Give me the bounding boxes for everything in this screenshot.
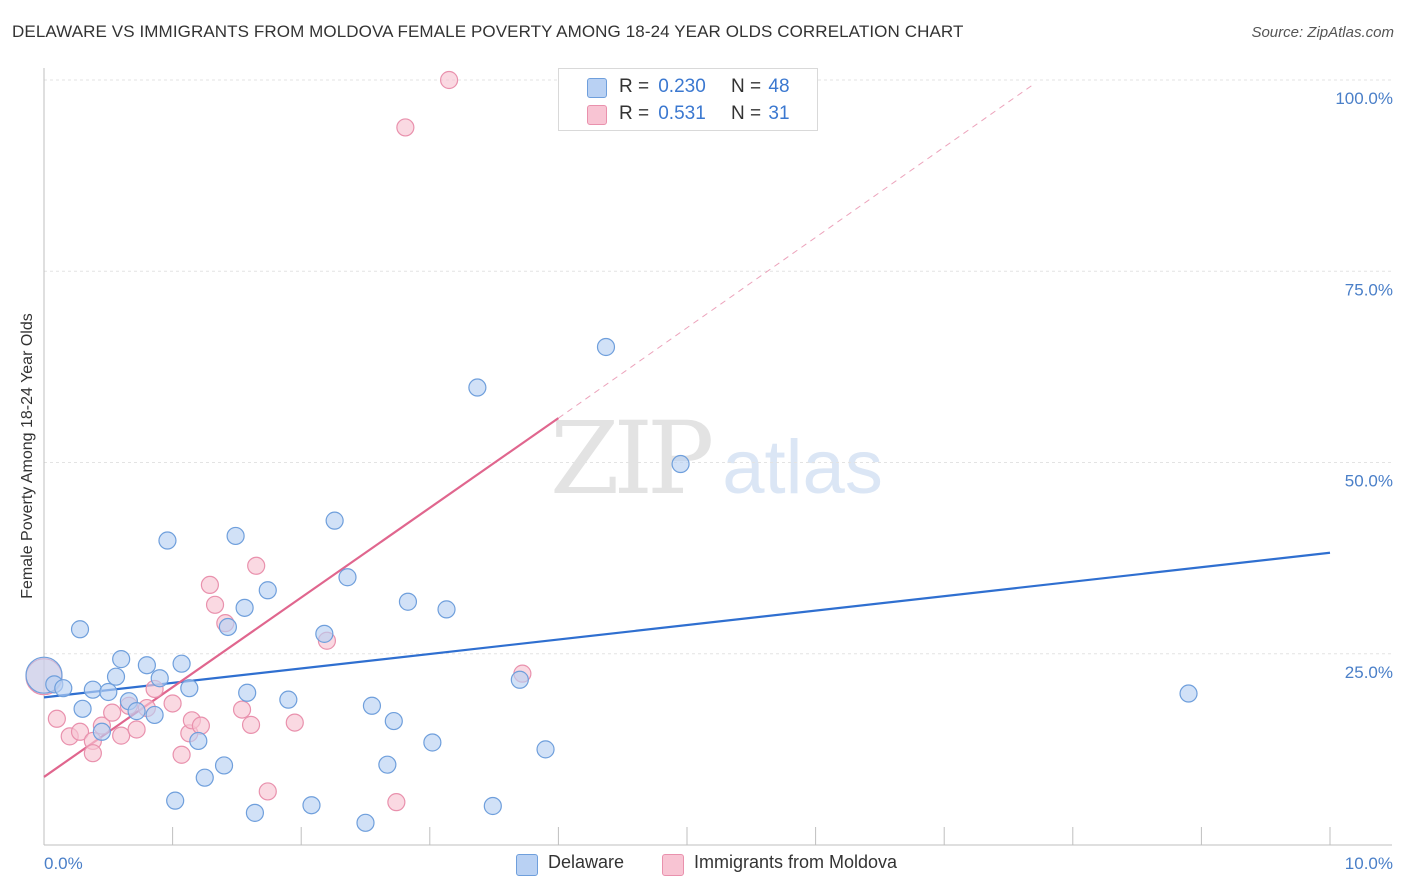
moldova-point	[241, 715, 261, 734]
delaware-point	[54, 679, 73, 698]
delaware-point	[172, 654, 191, 673]
delaware-point	[356, 813, 375, 832]
delaware-point	[258, 581, 277, 600]
delaware-point	[238, 683, 257, 702]
delaware-point	[325, 511, 344, 530]
delaware-point	[1179, 684, 1198, 703]
moldova-point	[439, 70, 459, 90]
delaware-point	[127, 702, 146, 721]
x-tick-label: 0.0%	[44, 854, 83, 873]
trend-line-moldova	[43, 417, 560, 778]
moldova-point	[70, 722, 90, 741]
trend-lines	[43, 83, 1331, 778]
delaware-point	[398, 592, 418, 611]
delaware-point	[671, 454, 690, 474]
moldova-point	[191, 716, 210, 735]
delaware-point	[362, 696, 382, 715]
delaware-point	[279, 690, 298, 709]
moldova-point	[103, 703, 122, 722]
delaware-point	[302, 796, 321, 815]
moldova-point	[172, 745, 191, 764]
moldova-point	[285, 713, 304, 732]
delaware-swatch	[587, 78, 607, 98]
delaware-point	[214, 756, 234, 775]
delaware-point	[596, 337, 616, 357]
series-legend: Delaware Immigrants from Moldova	[0, 852, 1406, 878]
moldova-point	[232, 700, 252, 719]
moldova-swatch	[587, 105, 607, 125]
trend-line-extrapolated	[558, 83, 1035, 419]
delaware-point	[99, 682, 118, 702]
watermark-atlas: atlas	[722, 425, 883, 510]
delaware-point	[384, 711, 403, 731]
delaware-point	[106, 667, 126, 686]
delaware-point	[510, 670, 529, 689]
delaware-swatch	[516, 854, 538, 876]
r-label: R =	[619, 103, 650, 124]
delaware-point	[235, 598, 254, 617]
moldova-point	[396, 118, 415, 137]
delaware-point	[315, 624, 334, 643]
n-label: N =	[731, 103, 762, 124]
chart-title: DELAWARE VS IMMIGRANTS FROM MOLDOVA FEMA…	[12, 22, 964, 41]
moldova-point	[247, 556, 266, 575]
delaware-point	[70, 620, 90, 639]
delaware-point	[245, 803, 265, 822]
delaware-point	[92, 722, 111, 741]
r-value: 0.531	[658, 103, 706, 124]
tick-labels: 25.0% 50.0% 75.0% 100.0% 0.0% 10.0%	[44, 89, 1393, 873]
r-value: 0.230	[658, 76, 706, 97]
trend-line-delaware	[43, 551, 1331, 699]
source-label: Source: ZipAtlas.com	[1251, 24, 1394, 41]
moldova-point	[47, 709, 66, 728]
delaware-point	[226, 526, 245, 546]
n-label: N =	[731, 76, 762, 97]
moldova-point	[205, 595, 225, 614]
delaware-point	[145, 705, 164, 725]
delaware-point	[180, 679, 199, 698]
y-tick-label: 50.0%	[1345, 472, 1393, 491]
moldova-swatch	[662, 854, 684, 876]
moldova-point	[83, 744, 102, 763]
y-tick-label: 100.0%	[1335, 89, 1393, 108]
delaware-point	[150, 669, 169, 688]
delaware-point	[338, 568, 357, 587]
delaware-point	[218, 617, 237, 637]
delaware-point	[195, 768, 214, 787]
delaware-point	[378, 755, 397, 774]
delaware-point	[137, 656, 156, 675]
delaware-point	[189, 731, 208, 751]
watermark: ZIP atlas	[550, 400, 883, 517]
x-tick-label: 10.0%	[1345, 854, 1393, 873]
delaware-point	[73, 699, 92, 718]
axes	[43, 68, 1392, 846]
moldova-point	[200, 575, 219, 595]
delaware-point	[468, 378, 487, 397]
n-value: 48	[768, 76, 790, 97]
delaware-point	[536, 740, 555, 759]
delaware-point	[83, 680, 102, 699]
moldova-point	[387, 793, 406, 812]
moldova-point	[127, 720, 146, 739]
moldova-point	[258, 782, 277, 801]
data-points	[25, 70, 1198, 832]
legend-label: Delaware	[548, 852, 625, 872]
delaware-point	[112, 650, 131, 669]
r-label: R =	[619, 76, 650, 97]
correlation-legend: R = 0.230 N = 48 R = 0.531 N = 31	[558, 68, 818, 131]
n-value: 31	[768, 103, 790, 124]
moldova-point	[112, 726, 131, 745]
delaware-point	[158, 531, 177, 550]
delaware-point	[483, 796, 502, 816]
delaware-point	[166, 791, 185, 810]
y-tick-label: 75.0%	[1345, 280, 1393, 299]
y-tick-label: 25.0%	[1345, 663, 1393, 682]
delaware-point	[437, 600, 456, 619]
moldova-point	[163, 694, 182, 713]
delaware-point	[423, 733, 442, 752]
legend-label: Immigrants from Moldova	[694, 852, 898, 872]
